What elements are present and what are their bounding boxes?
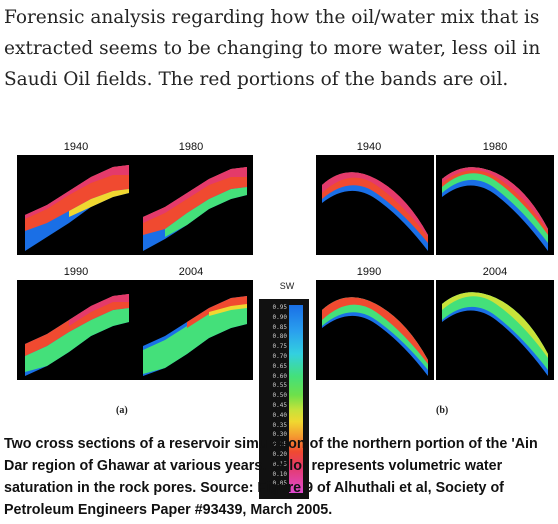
legend-tick: 0.20 [272, 450, 287, 458]
map-b3-year: 1990 [356, 266, 382, 278]
intro-paragraph: Forensic analysis regarding how the oil/… [4, 7, 541, 90]
map-b-1940 [316, 155, 434, 255]
legend-tick: 0.80 [272, 333, 287, 341]
legend-tick-list: 0.95 0.90 0.85 0.80 0.75 0.70 0.65 0.60 … [263, 303, 289, 489]
legend-tick: 0.45 [272, 401, 287, 409]
map-a-1980-graphic [135, 155, 253, 255]
legend-color-bar [289, 305, 303, 493]
legend-tick: 0.50 [272, 392, 287, 400]
legend-tick: 0.05 [272, 480, 287, 488]
legend-tick: 0.90 [272, 313, 287, 321]
figure-caption: Two cross sections of a reservoir simula… [4, 436, 538, 518]
legend-tick: 0.40 [272, 411, 287, 419]
map-a-1940-graphic [17, 155, 135, 255]
map-b-1990 [316, 280, 434, 380]
legend-tick: 0.10 [272, 470, 287, 478]
legend-tick: 0.95 [272, 304, 287, 311]
legend-tick: 0.65 [272, 362, 287, 370]
map-a1-year: 1940 [63, 141, 89, 153]
water-saturation-legend: 0.95 0.90 0.85 0.80 0.75 0.70 0.65 0.60 … [259, 299, 309, 499]
legend-tick: 0.55 [272, 382, 287, 390]
legend-tick: 0.75 [272, 343, 287, 351]
map-b-2004-graphic [436, 280, 554, 380]
map-a-2004-graphic [135, 280, 253, 380]
legend-tick: 0.60 [272, 372, 287, 380]
map-a-1990 [17, 280, 135, 380]
legend-tick: 0.70 [272, 352, 287, 360]
map-b4-year: 2004 [482, 266, 508, 278]
map-a-2004 [135, 280, 253, 380]
legend-tick: 0.15 [272, 460, 287, 468]
panel-b-label: (b) [436, 405, 449, 416]
map-b-1990-graphic [316, 280, 434, 380]
map-a-1940 [17, 155, 135, 255]
map-b2-year: 1980 [482, 141, 508, 153]
map-a4-year: 2004 [178, 266, 204, 278]
map-b-1940-graphic [316, 155, 434, 255]
map-b-1980 [436, 155, 554, 255]
map-b1-year: 1940 [356, 141, 382, 153]
map-a2-year: 1980 [178, 141, 204, 153]
map-b-1980-graphic [436, 155, 554, 255]
reservoir-simulation-figure: 1940 1980 1990 2004 [0, 124, 558, 499]
map-b-2004 [436, 280, 554, 380]
legend-tick: 0.25 [272, 441, 287, 449]
map-a-1990-graphic [17, 280, 135, 380]
legend-tick: 0.30 [272, 431, 287, 439]
legend-tick: 0.85 [272, 323, 287, 331]
legend-title: SW [279, 281, 295, 291]
map-a-1980 [135, 155, 253, 255]
map-a3-year: 1990 [63, 266, 89, 278]
legend-tick: 0.35 [272, 421, 287, 429]
panel-a-label: (a) [116, 405, 128, 416]
